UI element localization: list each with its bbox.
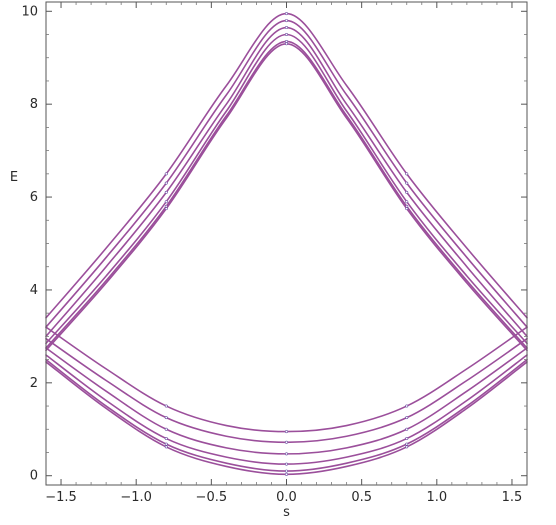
upper-band-marker — [405, 190, 409, 194]
y-tick-label: 4 — [30, 283, 38, 298]
upper-band-marker — [405, 181, 409, 185]
lower-band-marker — [284, 462, 288, 466]
upper-band-marker — [164, 200, 168, 204]
upper-band-marker — [284, 26, 288, 30]
y-axis-title: E — [10, 170, 18, 185]
lower-band-marker — [284, 430, 288, 434]
lower-band-marker — [164, 437, 168, 441]
upper-band-marker — [284, 12, 288, 16]
lower-band-marker — [284, 469, 288, 473]
series-layer — [45, 12, 528, 476]
x-axis-title: s — [283, 505, 290, 520]
y-tick-label: 6 — [30, 190, 38, 205]
lower-band-marker — [284, 452, 288, 456]
upper-band-marker — [164, 190, 168, 194]
upper-band-marker — [164, 181, 168, 185]
lower-band-marker — [405, 437, 409, 441]
x-tick-label: −1.0 — [120, 490, 152, 505]
upper-band-marker — [164, 172, 168, 176]
lower-band-marker — [405, 404, 409, 408]
x-tick-label: 1.5 — [502, 490, 523, 505]
lower-band-marker — [405, 442, 409, 446]
x-tick-label: 0.5 — [351, 490, 372, 505]
lower-band-marker — [284, 472, 288, 476]
y-tick-label: 10 — [21, 4, 38, 19]
x-tick-label: 0.0 — [276, 490, 297, 505]
y-tick-label: 0 — [30, 469, 38, 484]
x-tick-label: 1.0 — [426, 490, 447, 505]
y-tick-label: 8 — [30, 97, 38, 112]
upper-band-marker — [405, 172, 409, 176]
lower-band-marker — [405, 416, 409, 420]
lower-band-marker — [284, 440, 288, 444]
upper-band-marker — [164, 207, 168, 211]
lower-band-marker — [164, 445, 168, 449]
lower-band-marker — [164, 442, 168, 446]
upper-band-marker — [405, 200, 409, 204]
x-tick-label: −1.5 — [45, 490, 77, 505]
lower-band-marker — [164, 416, 168, 420]
lower-band-marker — [164, 427, 168, 431]
lower-band-marker — [405, 445, 409, 449]
ticks-layer: −1.5 −1.0 −0.5 0.0 0.5 1.0 1.5 0 2 4 6 8 10 — [21, 2, 527, 505]
upper-band-marker — [284, 19, 288, 23]
x-tick-label: −0.5 — [196, 490, 228, 505]
upper-band-marker — [405, 207, 409, 211]
lower-band-marker — [164, 404, 168, 408]
upper-band-marker — [284, 33, 288, 37]
upper-band-marker — [284, 42, 288, 46]
lower-band-marker — [405, 427, 409, 431]
y-tick-label: 2 — [30, 376, 38, 391]
